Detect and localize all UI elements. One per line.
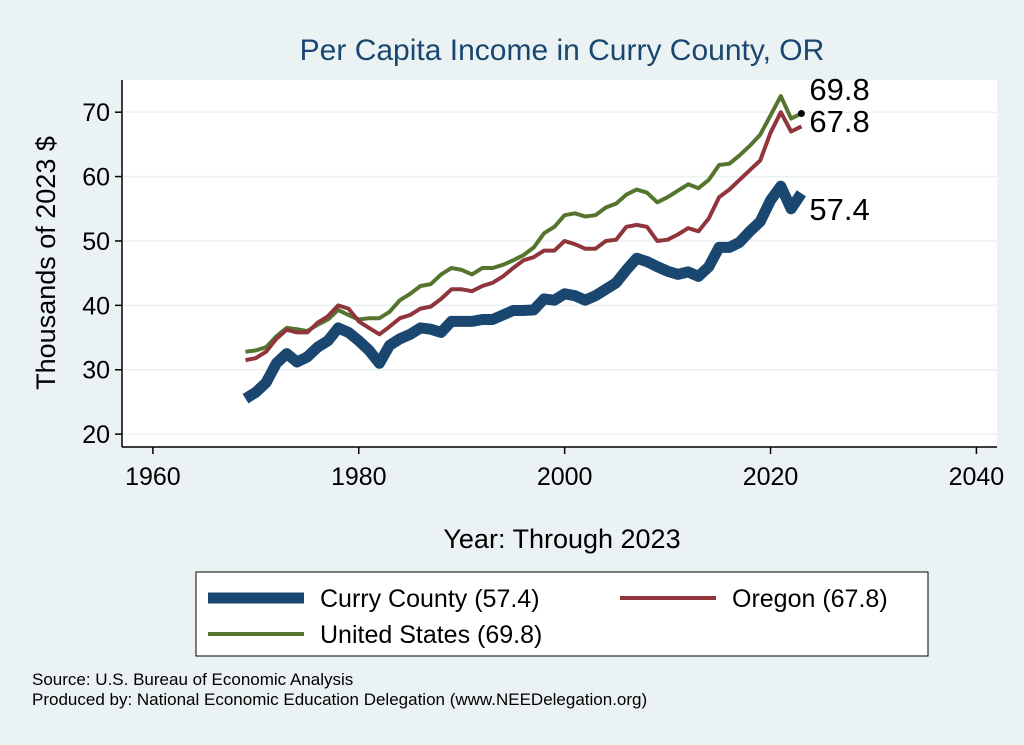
- legend-box: [195, 571, 929, 657]
- x-tick-label: 2040: [949, 463, 1005, 491]
- y-tick-label: 40: [82, 292, 110, 320]
- x-tick-label: 1960: [125, 463, 181, 491]
- legend: Curry County (57.4) Oregon (67.8) United S…: [208, 585, 888, 649]
- series-lines: [242, 94, 806, 404]
- end-label: 57.4: [809, 192, 869, 227]
- series-line-1: [245, 110, 803, 363]
- series-line-0: [242, 180, 806, 404]
- chart-title: Per Capita Income in Curry County, OR: [300, 34, 825, 67]
- legend-label: Curry County (57.4): [320, 585, 540, 613]
- y-tick-label: 50: [82, 228, 110, 256]
- legend-label: Oregon (67.8): [732, 585, 888, 613]
- axes: 20 30 40 50 60 70 1960 1980 2000 2020 2040: [82, 80, 1004, 491]
- y-tick-label: 20: [82, 421, 110, 449]
- x-axis-label: Year: Through 2023: [443, 524, 680, 554]
- x-tick-label: 1980: [331, 463, 387, 491]
- end-labels: 69.867.8 57.4: [797, 72, 870, 227]
- y-tick-label: 70: [82, 99, 110, 127]
- produced-by-line: Produced by: National Economic Education…: [32, 690, 648, 709]
- y-tick-label: 30: [82, 357, 110, 385]
- source-line: Source: U.S. Bureau of Economic Analysis: [32, 670, 354, 689]
- y-tick-label: 60: [82, 164, 110, 192]
- x-tick-label: 2000: [537, 463, 593, 491]
- x-tick-label: 2020: [743, 463, 799, 491]
- end-label: 67.8: [809, 104, 869, 139]
- series-line-2: [245, 94, 803, 354]
- end-marker: [797, 109, 805, 117]
- source-notes: Source: U.S. Bureau of Economic Analysis…: [32, 670, 647, 710]
- end-label: 69.8: [809, 72, 869, 107]
- legend-label: United States (69.8): [320, 621, 542, 649]
- y-axis-label: Thousands of 2023 $: [31, 136, 61, 390]
